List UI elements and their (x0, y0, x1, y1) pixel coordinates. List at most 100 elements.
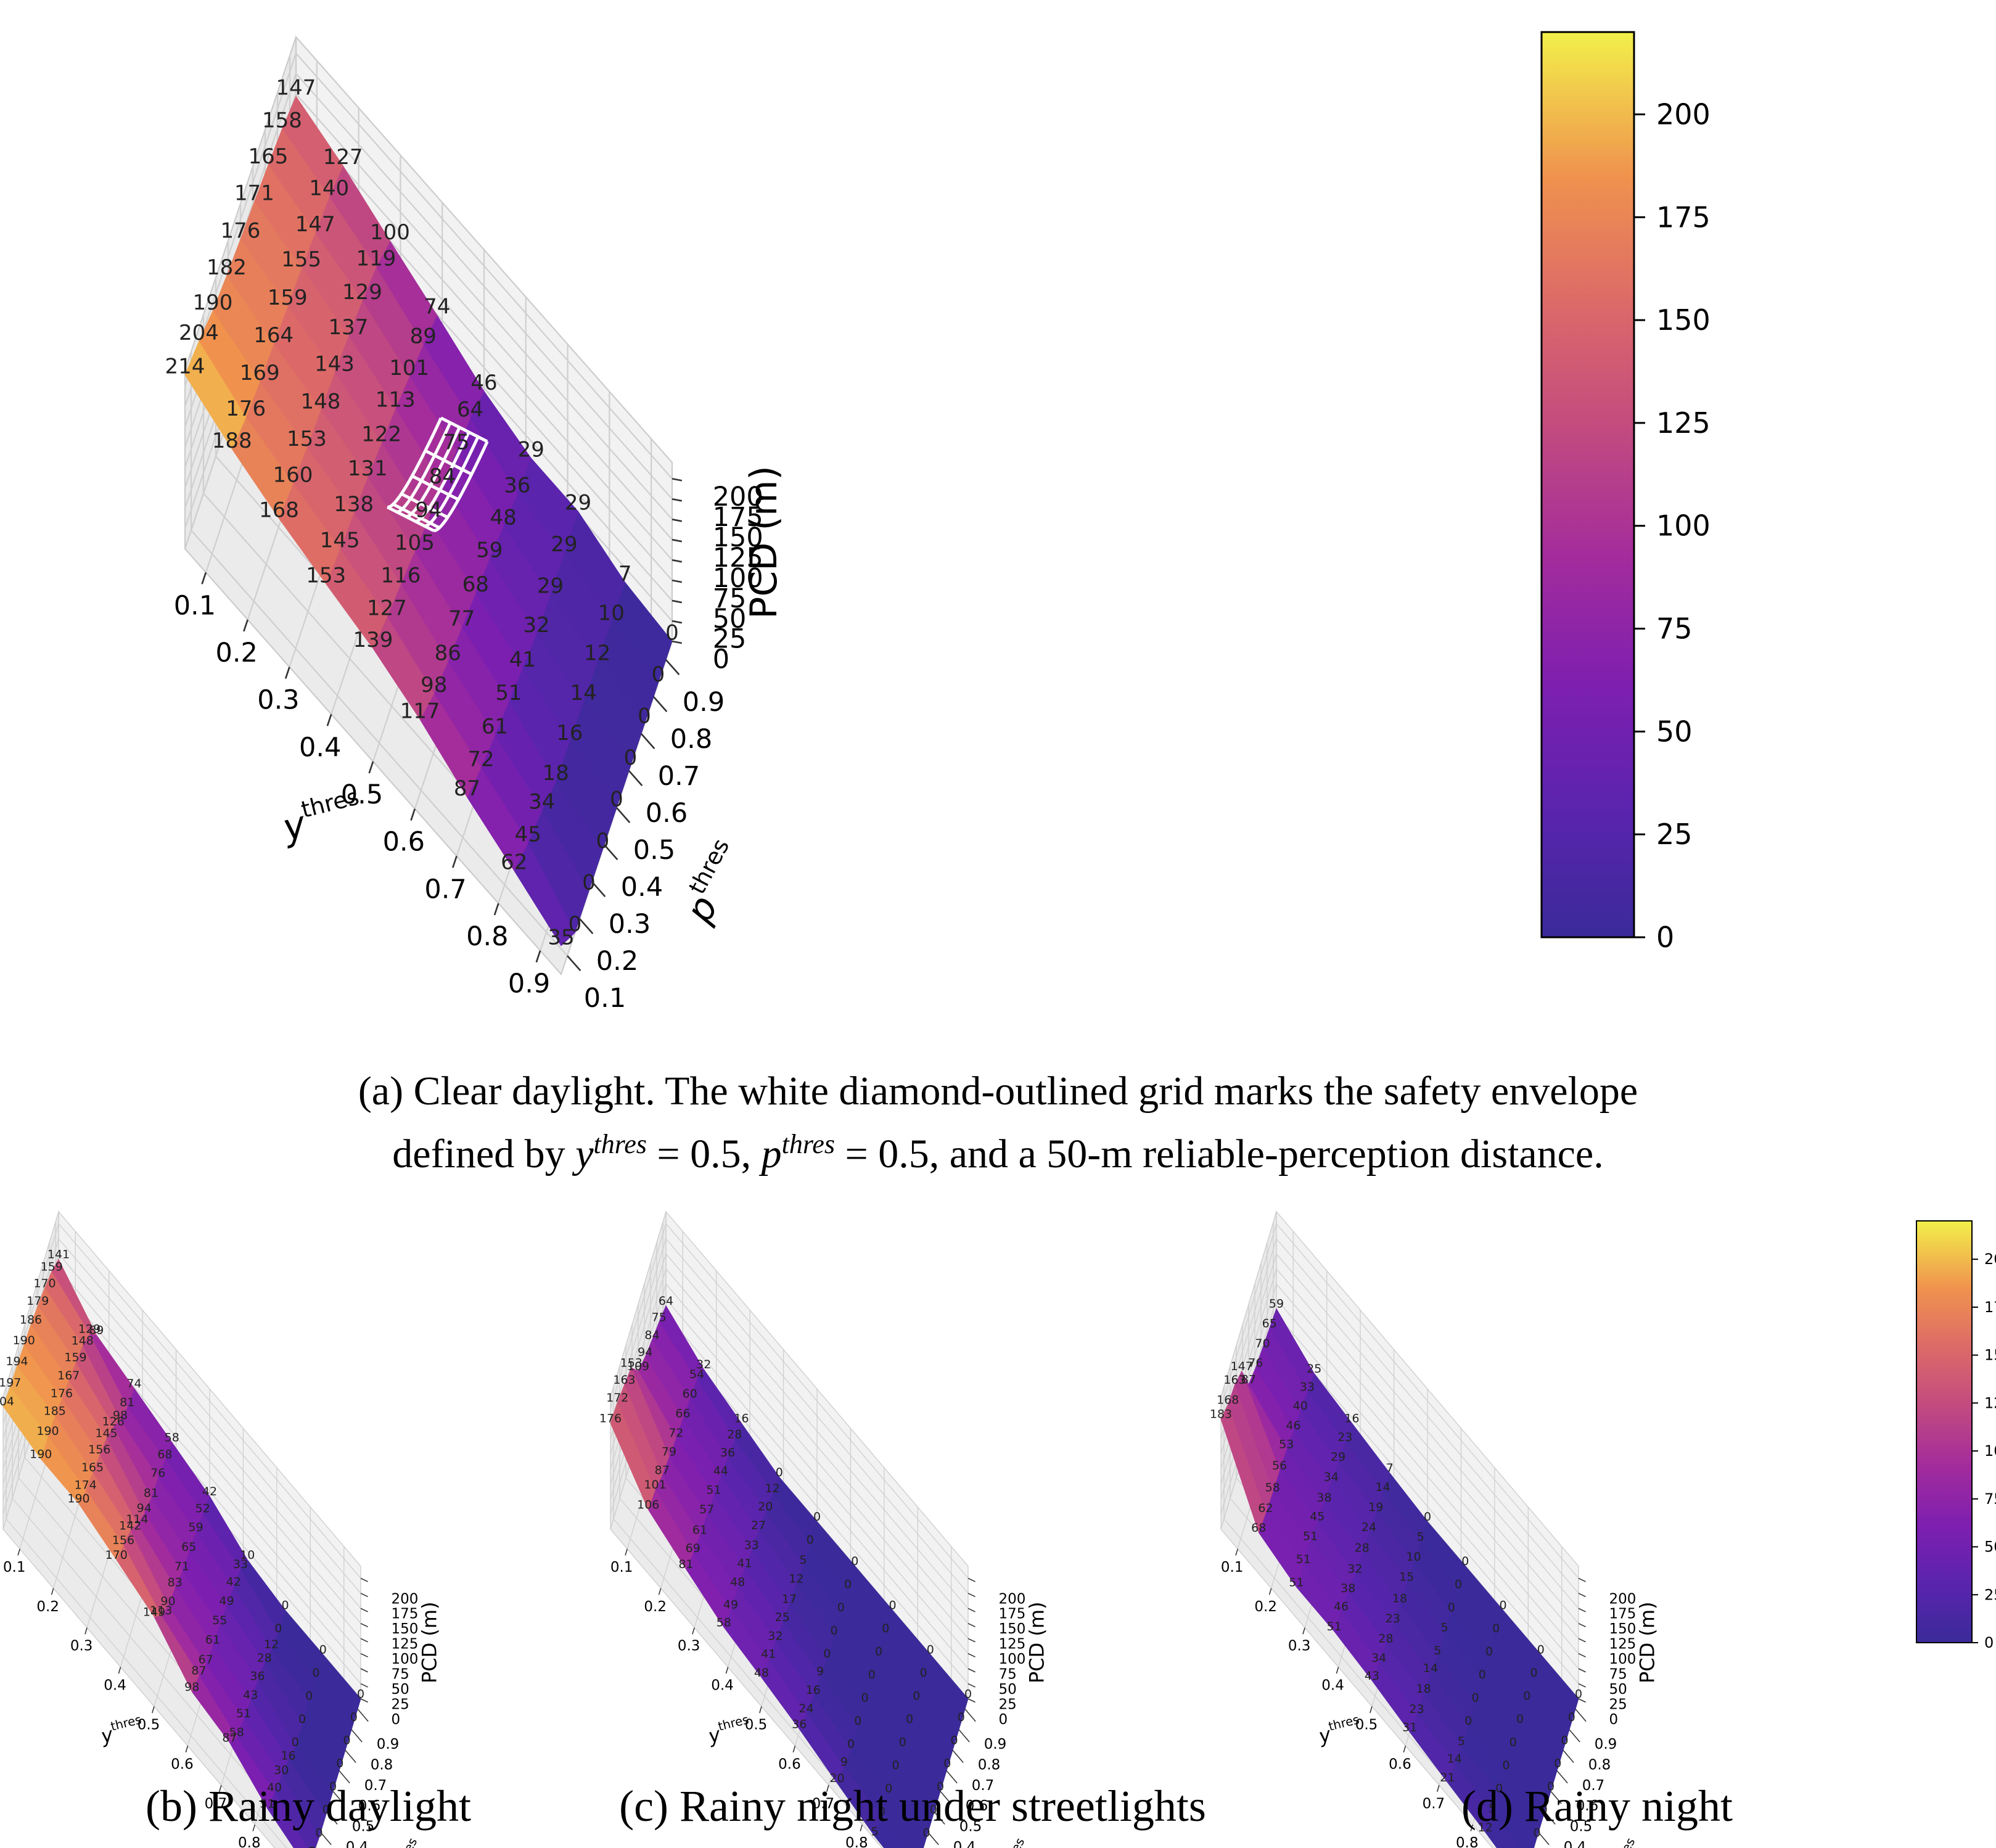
data-label: 0 (305, 1690, 313, 1703)
data-label: 54 (689, 1368, 704, 1381)
data-label: 14 (570, 681, 597, 705)
colorbar-tick-label: 75 (1656, 612, 1693, 646)
z-tick-label: 75 (392, 1666, 409, 1682)
z-tick (360, 1698, 368, 1703)
z-tick-label: 100 (999, 1651, 1026, 1667)
envelope-line (424, 449, 472, 476)
surface (184, 96, 673, 947)
z-tick-label: 50 (999, 1682, 1017, 1698)
surface-panel-c: 1761068158483620501721016949412490016387… (599, 1210, 1049, 1848)
y-tick-label: 0.1 (584, 983, 626, 1014)
data-label: 169 (240, 361, 280, 385)
data-label: 0 (847, 1738, 855, 1751)
z-tick (1578, 1593, 1586, 1598)
colorbar-tick-label: 150 (1984, 1347, 1996, 1364)
data-label: 5 (871, 1825, 879, 1839)
z-tick-label: 150 (392, 1621, 419, 1637)
data-label: 0 (315, 1826, 322, 1839)
data-label: 170 (33, 1276, 55, 1290)
x-tick-label: 0.8 (466, 921, 508, 952)
data-label: 12 (584, 641, 610, 665)
data-label: 0 (596, 829, 610, 853)
data-label: 32 (696, 1358, 711, 1371)
data-label: 0 (823, 1647, 831, 1661)
data-label: 74 (424, 295, 450, 319)
y-tick-label: 0.5 (1570, 1819, 1593, 1835)
data-label: 59 (1269, 1297, 1284, 1311)
envelope-line (396, 422, 452, 514)
data-label: 0 (943, 1757, 951, 1770)
y-tick (339, 1770, 350, 1784)
z-tick-label: 175 (392, 1606, 419, 1622)
data-label: 71 (175, 1560, 189, 1574)
z-tick-label: 0 (392, 1712, 401, 1728)
data-label: 0 (336, 1757, 343, 1770)
data-label: 0 (1471, 1691, 1479, 1705)
y-tick-label: 0.9 (984, 1736, 1007, 1752)
data-label: 43 (1365, 1669, 1379, 1683)
surface (610, 1305, 969, 1848)
data-label: 24 (1361, 1521, 1376, 1534)
y-tick-label: 0.8 (978, 1757, 1001, 1773)
data-label: 179 (27, 1294, 49, 1308)
data-label: 101 (644, 1478, 666, 1492)
data-label: 176 (51, 1387, 73, 1400)
x-tick-label: 0.3 (678, 1638, 700, 1654)
data-label: 51 (236, 1707, 251, 1720)
y-axis-superscript: thres (1000, 1836, 1027, 1848)
y-tick (351, 1729, 363, 1743)
data-label: 65 (1262, 1316, 1277, 1330)
data-label: 36 (250, 1669, 265, 1683)
data-label: 190 (13, 1334, 35, 1347)
z-tick (360, 1608, 368, 1612)
data-label: 42 (226, 1575, 241, 1589)
data-label: 0 (889, 1599, 896, 1612)
data-label: 45 (515, 822, 541, 847)
data-label: 23 (1386, 1612, 1400, 1625)
y-tick-label: 0.9 (683, 687, 725, 718)
data-label: 147 (1231, 1360, 1253, 1373)
floor-gridline-y (191, 530, 568, 956)
z-tick-label: 0 (1609, 1712, 1619, 1728)
x-tick-label: 0.4 (1321, 1678, 1344, 1694)
data-label: 0 (350, 1710, 358, 1724)
data-label: 176 (226, 396, 266, 421)
data-label: 168 (259, 498, 299, 522)
data-label: 18 (543, 761, 569, 786)
data-label: 7 (1386, 1461, 1394, 1475)
back-wall-z-gridline (1276, 1268, 1579, 1624)
data-label: 148 (72, 1334, 94, 1348)
z-tick (967, 1668, 975, 1673)
y-tick (357, 1709, 369, 1722)
data-label: 49 (219, 1594, 234, 1608)
data-label: 0 (854, 1714, 861, 1728)
data-label: 0 (1455, 1577, 1462, 1591)
z-tick (671, 599, 683, 604)
y-tick (628, 770, 643, 787)
y-tick-label: 0.9 (377, 1736, 400, 1752)
data-label: 58 (1265, 1481, 1280, 1495)
data-label: 25 (1307, 1362, 1321, 1376)
z-tick (1578, 1683, 1586, 1688)
x-tick-label: 0.8 (1456, 1835, 1479, 1848)
x-tick-label: 0.9 (508, 969, 550, 1000)
side-wall-z-gridline (610, 1223, 667, 1409)
x-axis-superscript: thres (298, 782, 362, 823)
data-label: 33 (233, 1558, 248, 1571)
data-label: 101 (389, 356, 429, 380)
data-label: 36 (504, 474, 530, 498)
x-tick (51, 1588, 54, 1595)
data-label: 0 (906, 1712, 913, 1726)
z-tick-label: 200 (713, 482, 763, 512)
z-tick (967, 1638, 975, 1643)
caption-a-line1: (a) Clear daylight. The white diamond-ou… (358, 1069, 1638, 1114)
z-tick (1578, 1653, 1586, 1657)
data-label: 15 (1399, 1571, 1414, 1584)
data-label: 0 (851, 1554, 858, 1568)
data-label: 70 (1255, 1337, 1270, 1350)
z-tick-label: 75 (1609, 1666, 1627, 1682)
back-wall-z-gridline (1276, 1313, 1579, 1669)
back-wall-z-gridline (1276, 1329, 1579, 1684)
z-tick (671, 538, 683, 543)
x-tick (243, 619, 248, 632)
